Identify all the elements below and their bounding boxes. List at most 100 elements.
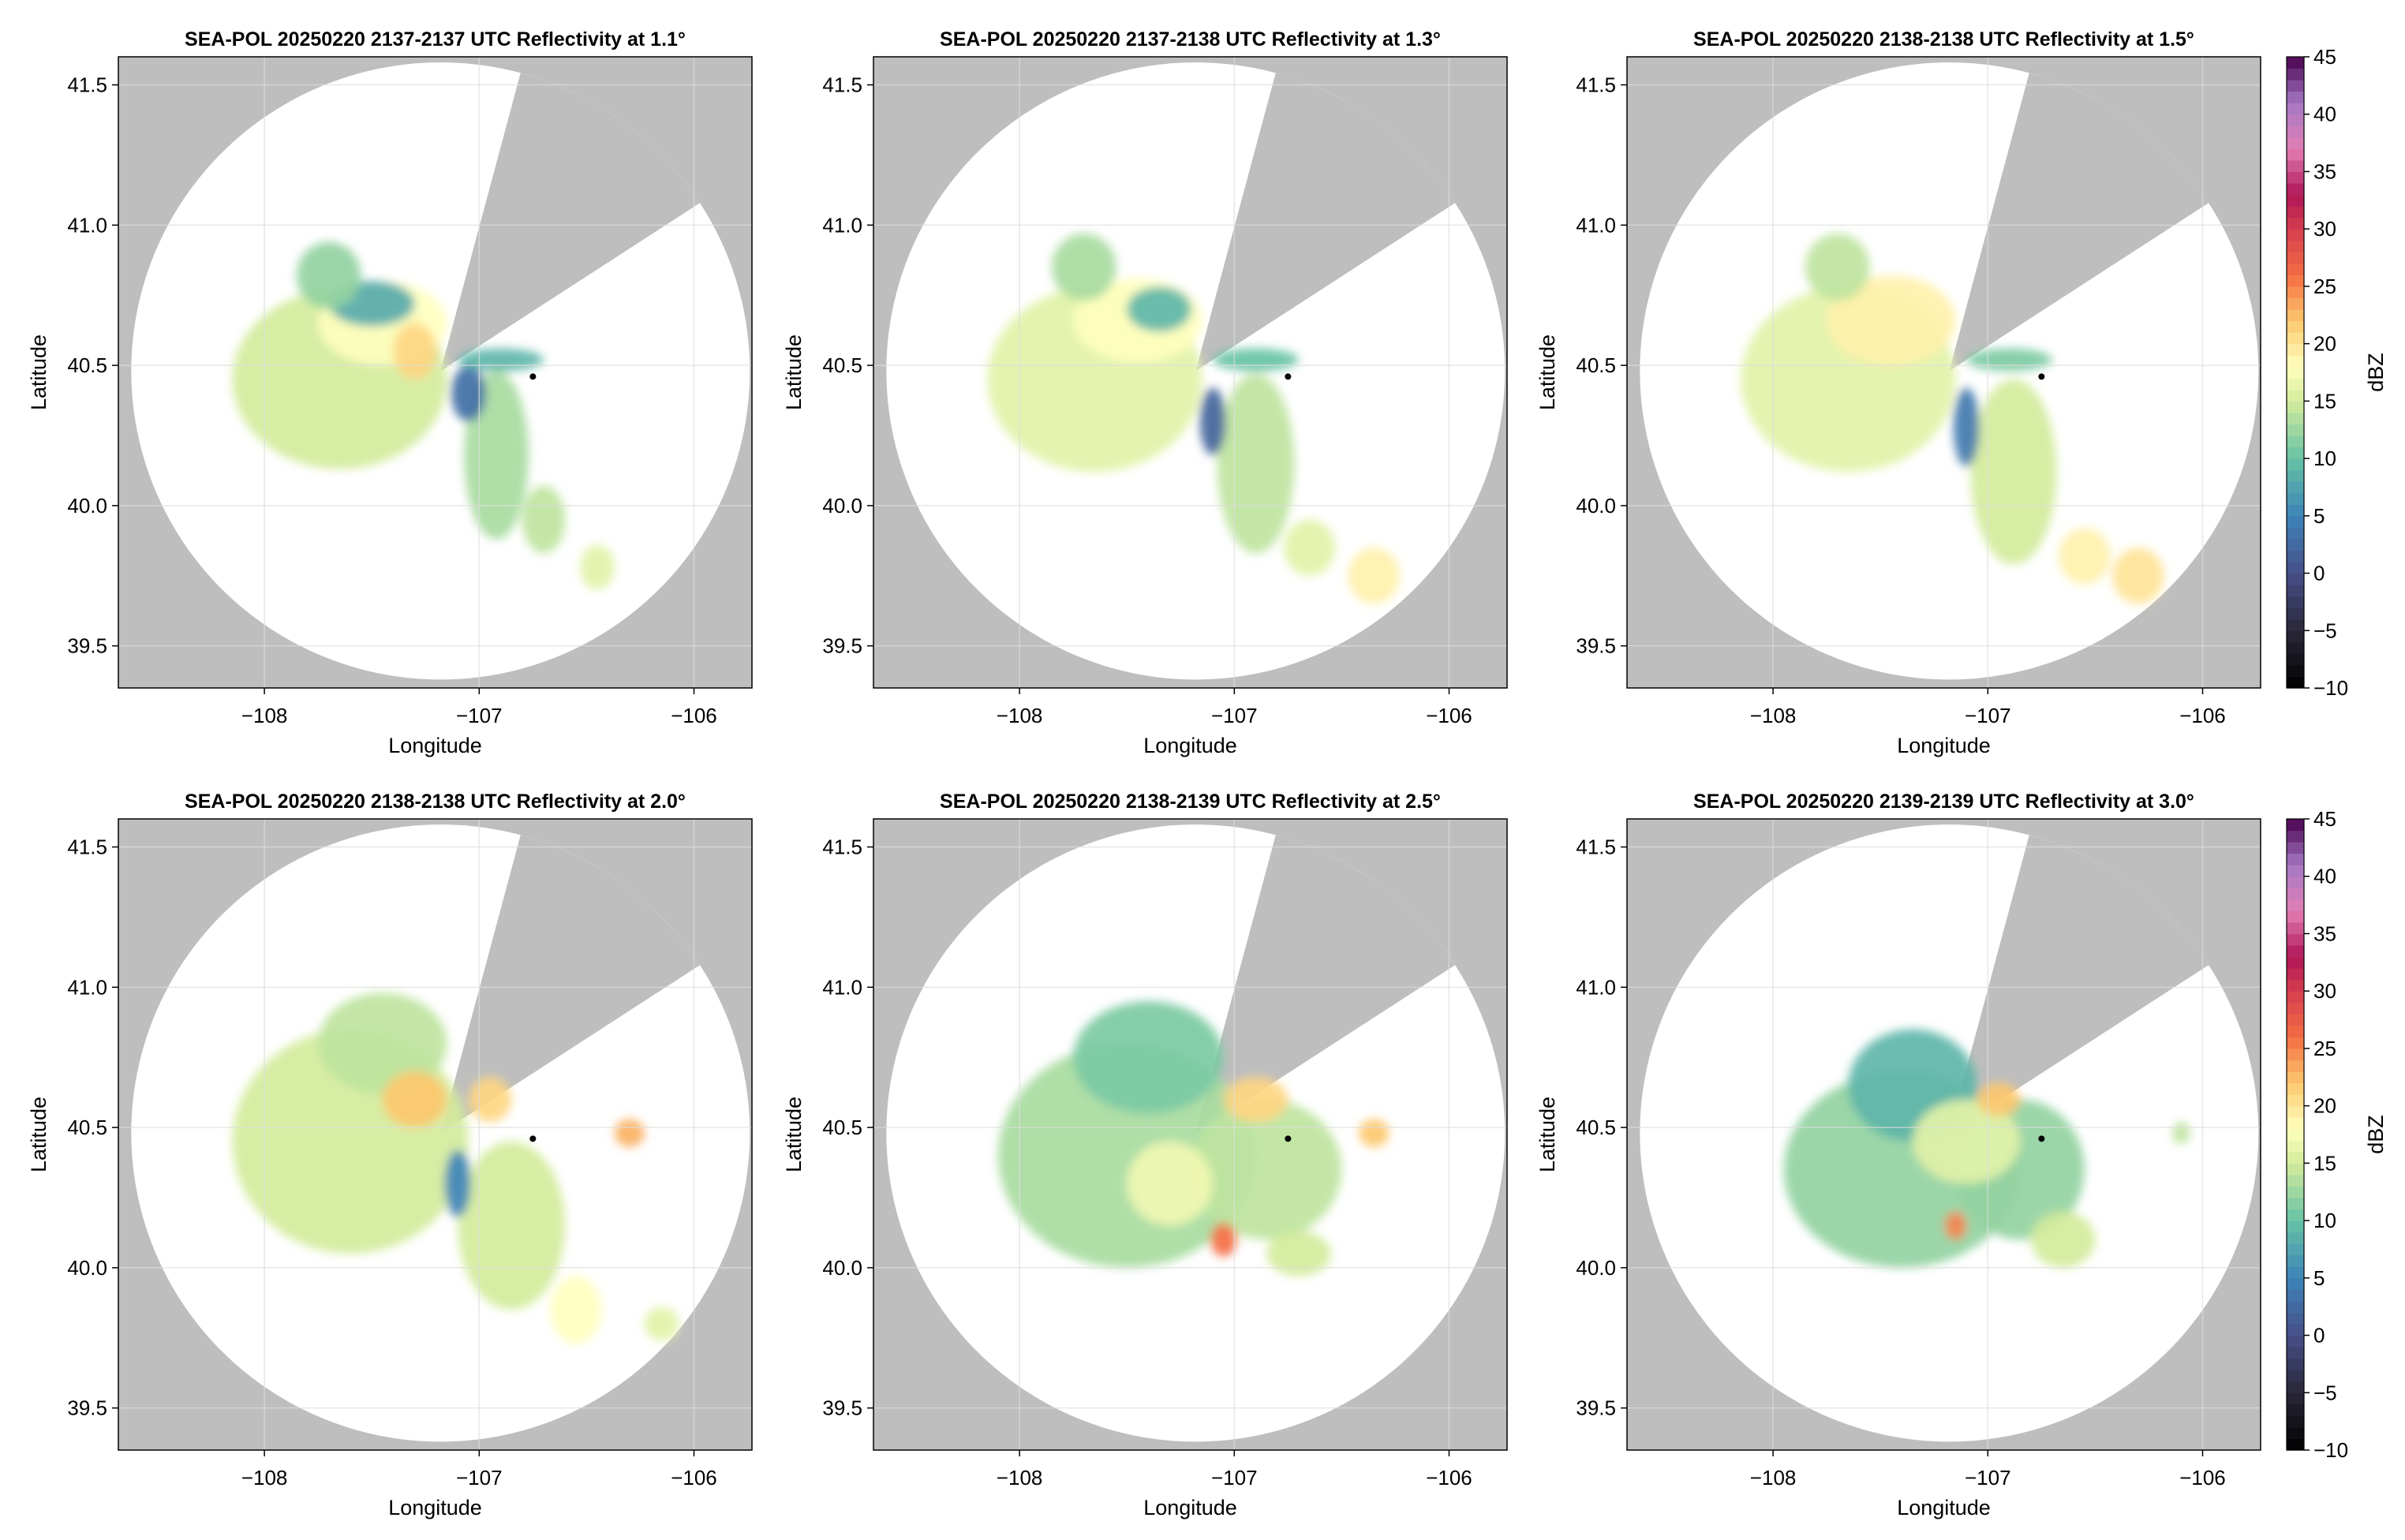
colorbar-level bbox=[2287, 136, 2304, 149]
echo bbox=[296, 241, 361, 310]
colorbar-level bbox=[2287, 492, 2304, 505]
site-marker bbox=[529, 373, 537, 380]
colorbar-level bbox=[2287, 596, 2304, 608]
colorbar-level bbox=[2287, 217, 2304, 230]
colorbar-level bbox=[2287, 1266, 2304, 1279]
colorbar-level bbox=[2287, 991, 2304, 1004]
colorbar-level bbox=[2287, 1289, 2304, 1302]
x-tick-label: −107 bbox=[456, 1466, 503, 1490]
x-tick-label: −107 bbox=[456, 704, 503, 727]
colorbar-level bbox=[2287, 1174, 2304, 1187]
echo bbox=[1127, 1141, 1214, 1226]
colorbar-tick-label: 40 bbox=[2313, 865, 2336, 888]
colorbar-tick-label: 25 bbox=[2313, 275, 2336, 298]
colorbar-level bbox=[2287, 57, 2304, 69]
colorbar-frame bbox=[2286, 818, 2305, 1451]
colorbar-level bbox=[2287, 921, 2304, 935]
y-tick-label: 41.5 bbox=[1576, 73, 1616, 97]
colorbar-level bbox=[2287, 653, 2304, 666]
colorbar-level bbox=[2287, 401, 2304, 413]
colorbar-level bbox=[2287, 332, 2304, 345]
colorbar-level bbox=[2287, 1277, 2304, 1290]
echo bbox=[1266, 1231, 1331, 1276]
echo bbox=[2030, 1211, 2096, 1268]
colorbar-level bbox=[2287, 853, 2304, 865]
plot-frame bbox=[873, 56, 1508, 689]
colorbar-level bbox=[2287, 515, 2304, 528]
colorbar-level bbox=[2287, 263, 2304, 275]
echo bbox=[2059, 528, 2111, 585]
blocked-sector bbox=[1195, 73, 1456, 372]
colorbar-level bbox=[2287, 1254, 2304, 1267]
colorbar-level bbox=[2287, 641, 2304, 654]
colorbar-tick-label: −5 bbox=[2313, 1381, 2337, 1404]
y-tick-label: 41.5 bbox=[67, 835, 107, 859]
colorbar-level bbox=[2287, 68, 2304, 80]
colorbar-label: dBZ bbox=[2364, 353, 2388, 392]
colorbar-level bbox=[2287, 819, 2304, 832]
colorbar-level bbox=[2287, 979, 2304, 992]
x-tick-label: −108 bbox=[997, 704, 1043, 727]
colorbar-level bbox=[2287, 504, 2304, 517]
echo bbox=[468, 1077, 512, 1122]
site-marker bbox=[1285, 373, 1292, 380]
colorbar-level bbox=[2287, 1002, 2304, 1015]
colorbar-tick-label: 40 bbox=[2313, 103, 2336, 126]
y-tick-label: 41.0 bbox=[822, 213, 862, 237]
echo bbox=[451, 365, 486, 422]
colorbar-tick-label: −10 bbox=[2313, 676, 2348, 700]
echo bbox=[1051, 234, 1116, 301]
echo bbox=[1977, 1082, 2021, 1116]
reflectivity-echoes bbox=[1783, 1029, 2190, 1268]
colorbar-level bbox=[2287, 320, 2304, 333]
colorbar-tick-label: 0 bbox=[2313, 562, 2325, 585]
site-marker bbox=[2038, 1135, 2045, 1142]
colorbar-tick-label: 35 bbox=[2313, 159, 2336, 183]
colorbar-level bbox=[2287, 562, 2304, 574]
x-tick-label: −107 bbox=[1211, 704, 1258, 727]
colorbar-level bbox=[2287, 1163, 2304, 1176]
site-marker bbox=[529, 1135, 537, 1142]
y-tick-label: 39.5 bbox=[822, 1396, 862, 1420]
colorbar-level bbox=[2287, 435, 2304, 448]
x-tick-label: −106 bbox=[2179, 1466, 2226, 1490]
colorbar-level bbox=[2287, 1198, 2304, 1210]
colorbar-level bbox=[2287, 1151, 2304, 1164]
y-tick-label: 40.0 bbox=[67, 494, 107, 518]
colorbar-level bbox=[2287, 366, 2304, 379]
plot-frame bbox=[873, 818, 1508, 1451]
colorbar-level bbox=[2287, 933, 2304, 946]
x-tick-label: −108 bbox=[997, 1466, 1043, 1490]
colorbar-level bbox=[2287, 252, 2304, 264]
colorbar-level bbox=[2287, 80, 2304, 92]
colorbar-level bbox=[2287, 424, 2304, 436]
echo bbox=[458, 348, 544, 372]
colorbar-frame bbox=[2286, 56, 2305, 689]
colorbar-tick-label: 45 bbox=[2313, 807, 2336, 831]
colorbar-tick-label: 25 bbox=[2313, 1037, 2336, 1060]
radar-panel-1: −108 −107 −106 39.5 40.0 40.5 41.0 41.5 SEA-POL … bbox=[27, 28, 753, 757]
colorbar-level bbox=[2287, 343, 2304, 356]
colorbar-level bbox=[2287, 148, 2304, 161]
y-tick-label: 40.5 bbox=[67, 1116, 107, 1139]
echo bbox=[2172, 1122, 2190, 1145]
blocked-sector bbox=[1195, 835, 1456, 1134]
colorbar-tick-label: 35 bbox=[2313, 921, 2336, 945]
echo bbox=[1191, 1099, 1342, 1240]
colorbar-level bbox=[2287, 1082, 2304, 1095]
site-marker bbox=[1285, 1135, 1292, 1142]
y-tick-label: 40.5 bbox=[822, 353, 862, 377]
x-tick-label: −107 bbox=[1211, 1466, 1258, 1490]
blocked-sector bbox=[440, 835, 701, 1134]
y-tick-label: 40.0 bbox=[822, 494, 862, 518]
blocked-sector bbox=[1949, 73, 2209, 372]
panel-title: SEA-POL 20250220 2138-2138 UTC Reflectiv… bbox=[1693, 28, 2194, 50]
x-tick-label: −108 bbox=[1750, 704, 1797, 727]
plot-frame bbox=[1626, 56, 2261, 689]
panel-title: SEA-POL 20250220 2138-2138 UTC Reflectiv… bbox=[185, 791, 686, 813]
colorbar-level bbox=[2287, 378, 2304, 391]
y-tick-label: 41.5 bbox=[822, 835, 862, 859]
colorbar-level bbox=[2287, 1105, 2304, 1118]
radar-panel-6: −108 −107 −106 39.5 40.0 40.5 41.0 41.5 SEA-POL … bbox=[1535, 791, 2261, 1519]
